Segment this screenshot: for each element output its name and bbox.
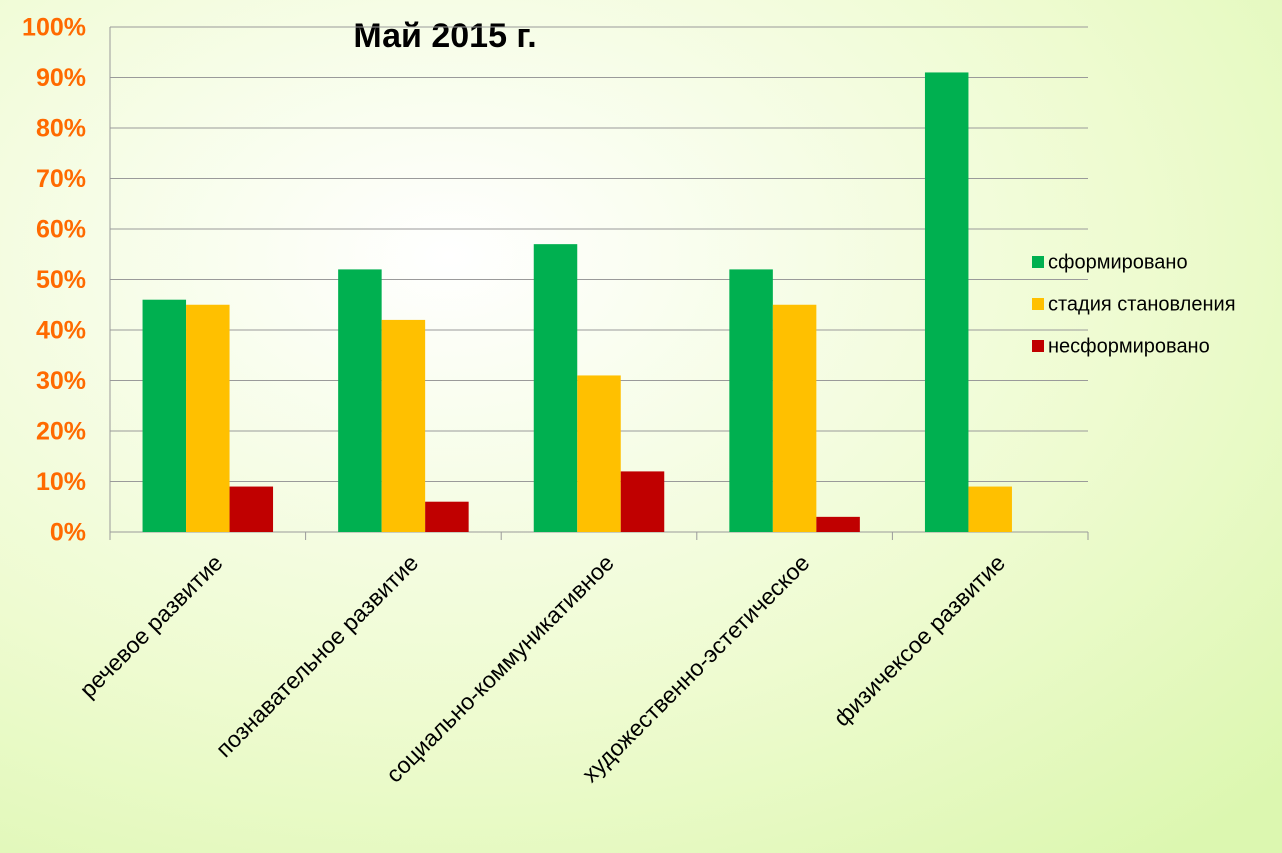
y-tick-label: 100%	[22, 14, 86, 42]
bar	[924, 72, 969, 532]
legend-swatch	[1032, 340, 1044, 352]
y-tick-label: 50%	[36, 266, 86, 294]
y-tick-label: 10%	[36, 468, 86, 496]
bar	[620, 471, 665, 532]
bar	[229, 486, 274, 532]
y-tick-label: 80%	[36, 115, 86, 143]
y-tick-label: 30%	[36, 367, 86, 395]
y-tick-label: 90%	[36, 64, 86, 92]
bar	[425, 501, 469, 532]
y-tick-label: 60%	[36, 216, 86, 244]
legend-label: стадия становления	[1048, 293, 1236, 315]
bar	[381, 319, 426, 532]
bar	[338, 269, 382, 532]
bar	[142, 299, 187, 532]
legend-swatch	[1032, 256, 1044, 268]
bar	[533, 244, 578, 532]
y-tick-label: 40%	[36, 317, 86, 345]
legend-swatch	[1032, 298, 1044, 310]
legend-label: несформировано	[1048, 335, 1210, 357]
chart-title: Май 2015 г.	[353, 17, 536, 55]
bar	[729, 269, 773, 532]
y-tick-label: 70%	[36, 165, 86, 193]
bar	[968, 486, 1012, 532]
y-tick-label: 20%	[36, 418, 86, 446]
bar	[772, 304, 817, 532]
legend-label: сформировано	[1048, 251, 1188, 273]
y-tick-label: 0%	[50, 519, 86, 547]
bar	[186, 304, 230, 532]
bar	[816, 516, 860, 532]
bar	[577, 375, 621, 532]
